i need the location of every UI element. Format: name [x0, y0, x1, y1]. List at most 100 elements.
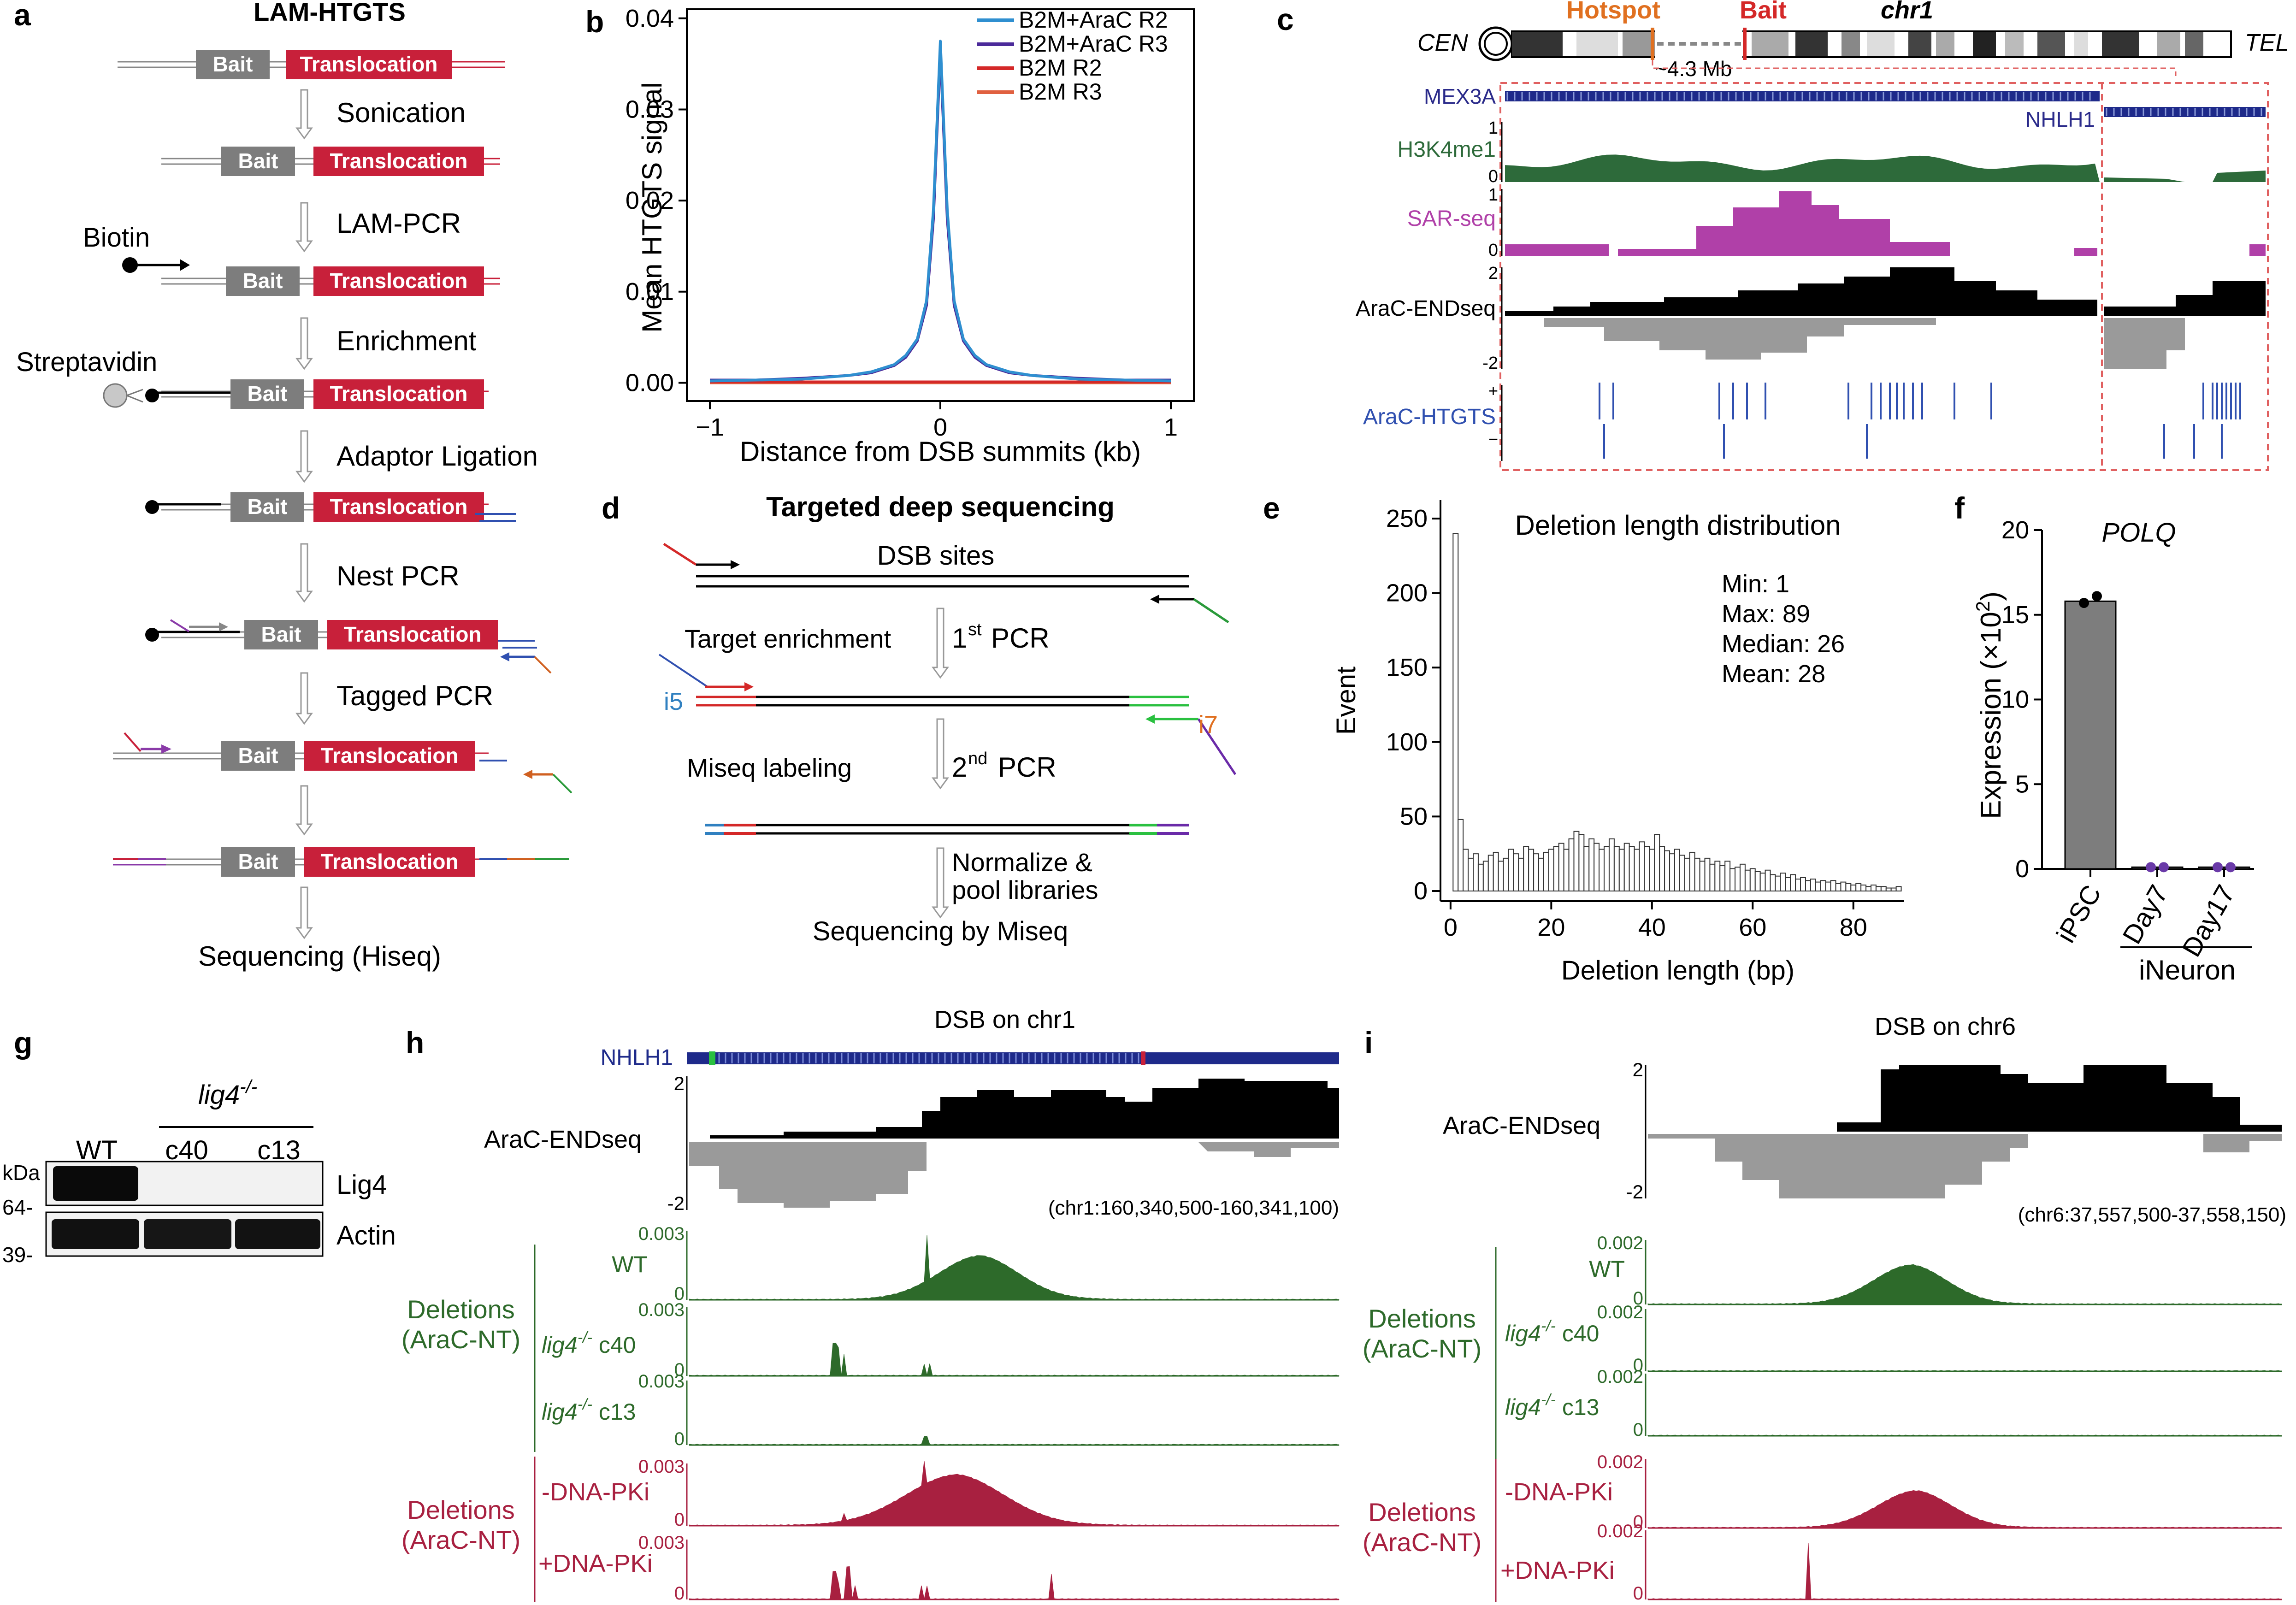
histogram-bar — [1513, 853, 1519, 891]
panel-h-title: DSB on chr1 — [934, 1006, 1075, 1033]
histogram-bar — [1493, 851, 1499, 892]
plus-dnapki-label: +DNA-PKi — [538, 1550, 653, 1577]
strand-plus: + — [1488, 381, 1498, 400]
biotin-dot — [145, 389, 159, 402]
y-axis-label: Mean HTGTS signal — [637, 82, 667, 333]
sequencing-miseq-label: Sequencing by Miseq — [813, 916, 1068, 946]
histogram-bar — [1463, 849, 1469, 892]
chromosome-band — [2037, 32, 2065, 56]
histogram-bar — [1724, 861, 1731, 891]
stat-line-4: Mean: 28 — [1722, 660, 1825, 688]
scale-zero-c13: 0 — [674, 1429, 685, 1449]
histogram-bar — [1588, 838, 1595, 892]
step-arrow-d3 — [932, 847, 949, 919]
step-arrow-2 — [295, 202, 313, 253]
scale-max-minus: 0.002 — [1597, 1452, 1643, 1472]
translocation-label: Translocation — [300, 52, 437, 76]
histogram-bar — [1870, 885, 1877, 892]
histogram-bar — [1543, 851, 1549, 892]
deletions-c40-signal — [689, 1342, 1340, 1376]
coords-label: (chr1:160,340,500-160,341,100) — [1048, 1197, 1339, 1219]
panel-h: h DSB on chr1 NHLH1 AraC-ENDseq 2 -2 (chr1:16… — [401, 1006, 1340, 1604]
scale-max-minus: 0.003 — [638, 1457, 685, 1477]
scale-max-wt: 0.003 — [638, 1224, 685, 1244]
bar-ipsc — [2064, 600, 2117, 870]
histogram-bar — [1865, 886, 1871, 891]
histogram-bar — [1765, 869, 1771, 891]
histogram-bar — [1790, 874, 1796, 891]
step-arrow-d1 — [932, 608, 949, 679]
y-tick-label: 0.00 — [626, 369, 674, 396]
x-tick-label: 80 — [1840, 914, 1867, 941]
histogram-bar — [1523, 846, 1529, 892]
translocation-label: Translocation — [320, 850, 458, 873]
histogram-bar — [1503, 857, 1509, 891]
histogram-bar — [1825, 881, 1831, 892]
nest-primer-tail — [170, 619, 190, 632]
histogram-bar — [1735, 867, 1741, 891]
scale-zero-minus: 0 — [674, 1510, 685, 1530]
minus-dnapki-label: -DNA-PKi — [1505, 1478, 1613, 1506]
histogram-bar — [1714, 861, 1721, 891]
histogram-bar — [1573, 831, 1580, 891]
histogram-bar — [1538, 857, 1544, 891]
chromosome-band — [1867, 32, 1895, 56]
translocation-box — [304, 741, 475, 771]
scale-zero-c13: 0 — [1633, 1420, 1643, 1440]
bait-label: Bait — [248, 382, 288, 406]
scale-zero-plus: 0 — [674, 1583, 685, 1603]
histogram-bar — [1835, 883, 1842, 891]
translocation-label: Translocation — [343, 622, 481, 646]
replicate-point — [2225, 862, 2236, 873]
chromosome-band — [1752, 32, 1788, 56]
x-tick-label: 20 — [1537, 914, 1565, 941]
histogram-bar — [1613, 846, 1620, 892]
step-arrow-5 — [295, 543, 313, 603]
marker-39: 39- — [2, 1243, 33, 1267]
histogram-bar — [1629, 846, 1635, 892]
histogram-bar — [1664, 850, 1670, 891]
histogram-bar — [1810, 879, 1816, 892]
stat-line-3: Median: 26 — [1722, 630, 1845, 658]
endseq-plus-signal — [1837, 1065, 2282, 1132]
tag-tail — [124, 732, 142, 752]
lig4-c40-label: lig4-/- c40 — [542, 1329, 636, 1358]
lig4-c13-label: lig4-/- c13 — [542, 1396, 636, 1425]
histogram-bar — [1780, 873, 1786, 891]
histogram-bar — [1775, 875, 1781, 892]
replicate-point — [2079, 598, 2089, 608]
final-step-label: Sequencing (Hiseq) — [198, 941, 441, 972]
translocation-box — [313, 266, 484, 296]
lam-row-2: Bait Translocation — [161, 147, 500, 176]
hotspot-label: Hotspot — [1566, 0, 1660, 24]
actin-band-c13 — [235, 1219, 320, 1249]
translocation-label: Translocation — [330, 269, 467, 293]
track-label-htgts: AraC-HTGTS — [1363, 405, 1496, 429]
step-label-3: Enrichment — [336, 325, 477, 356]
i5-label: i5 — [664, 688, 683, 715]
histogram-bar — [1468, 857, 1474, 891]
y-tick-label: 15 — [2001, 601, 2029, 629]
lam-row-4: Bait Translocation — [161, 379, 489, 409]
chromosome-band — [2185, 32, 2203, 56]
bait-label: Bait — [238, 850, 278, 873]
biotin-dot — [145, 628, 159, 642]
scale-zero-wt: 0 — [674, 1284, 685, 1304]
step-arrow-3 — [295, 317, 313, 370]
nest-primer-rev-head — [500, 652, 509, 661]
dsb-chr6-tracks: DSB on chr6 AraC-ENDseq 2 -2 (chr6:37,557,50… — [1363, 1013, 2286, 1604]
gene-bar — [687, 1052, 1339, 1064]
bait-label: Bait — [238, 149, 278, 173]
replicate-point — [2146, 862, 2156, 873]
y-tick-label: 0.01 — [626, 278, 674, 306]
genotype-label: lig4-/- — [198, 1077, 257, 1110]
scale-bottom: -2 — [1626, 1181, 1643, 1203]
y-tick-label: 100 — [1386, 728, 1428, 756]
y-tick-label: 5 — [2015, 770, 2029, 798]
histogram-bar — [1568, 838, 1575, 892]
panel-letter-c: c — [1277, 2, 1294, 36]
second-pcr-sup: nd — [968, 749, 987, 768]
dsb-sites-label: DSB sites — [877, 541, 995, 571]
histogram-bar — [1548, 849, 1554, 892]
